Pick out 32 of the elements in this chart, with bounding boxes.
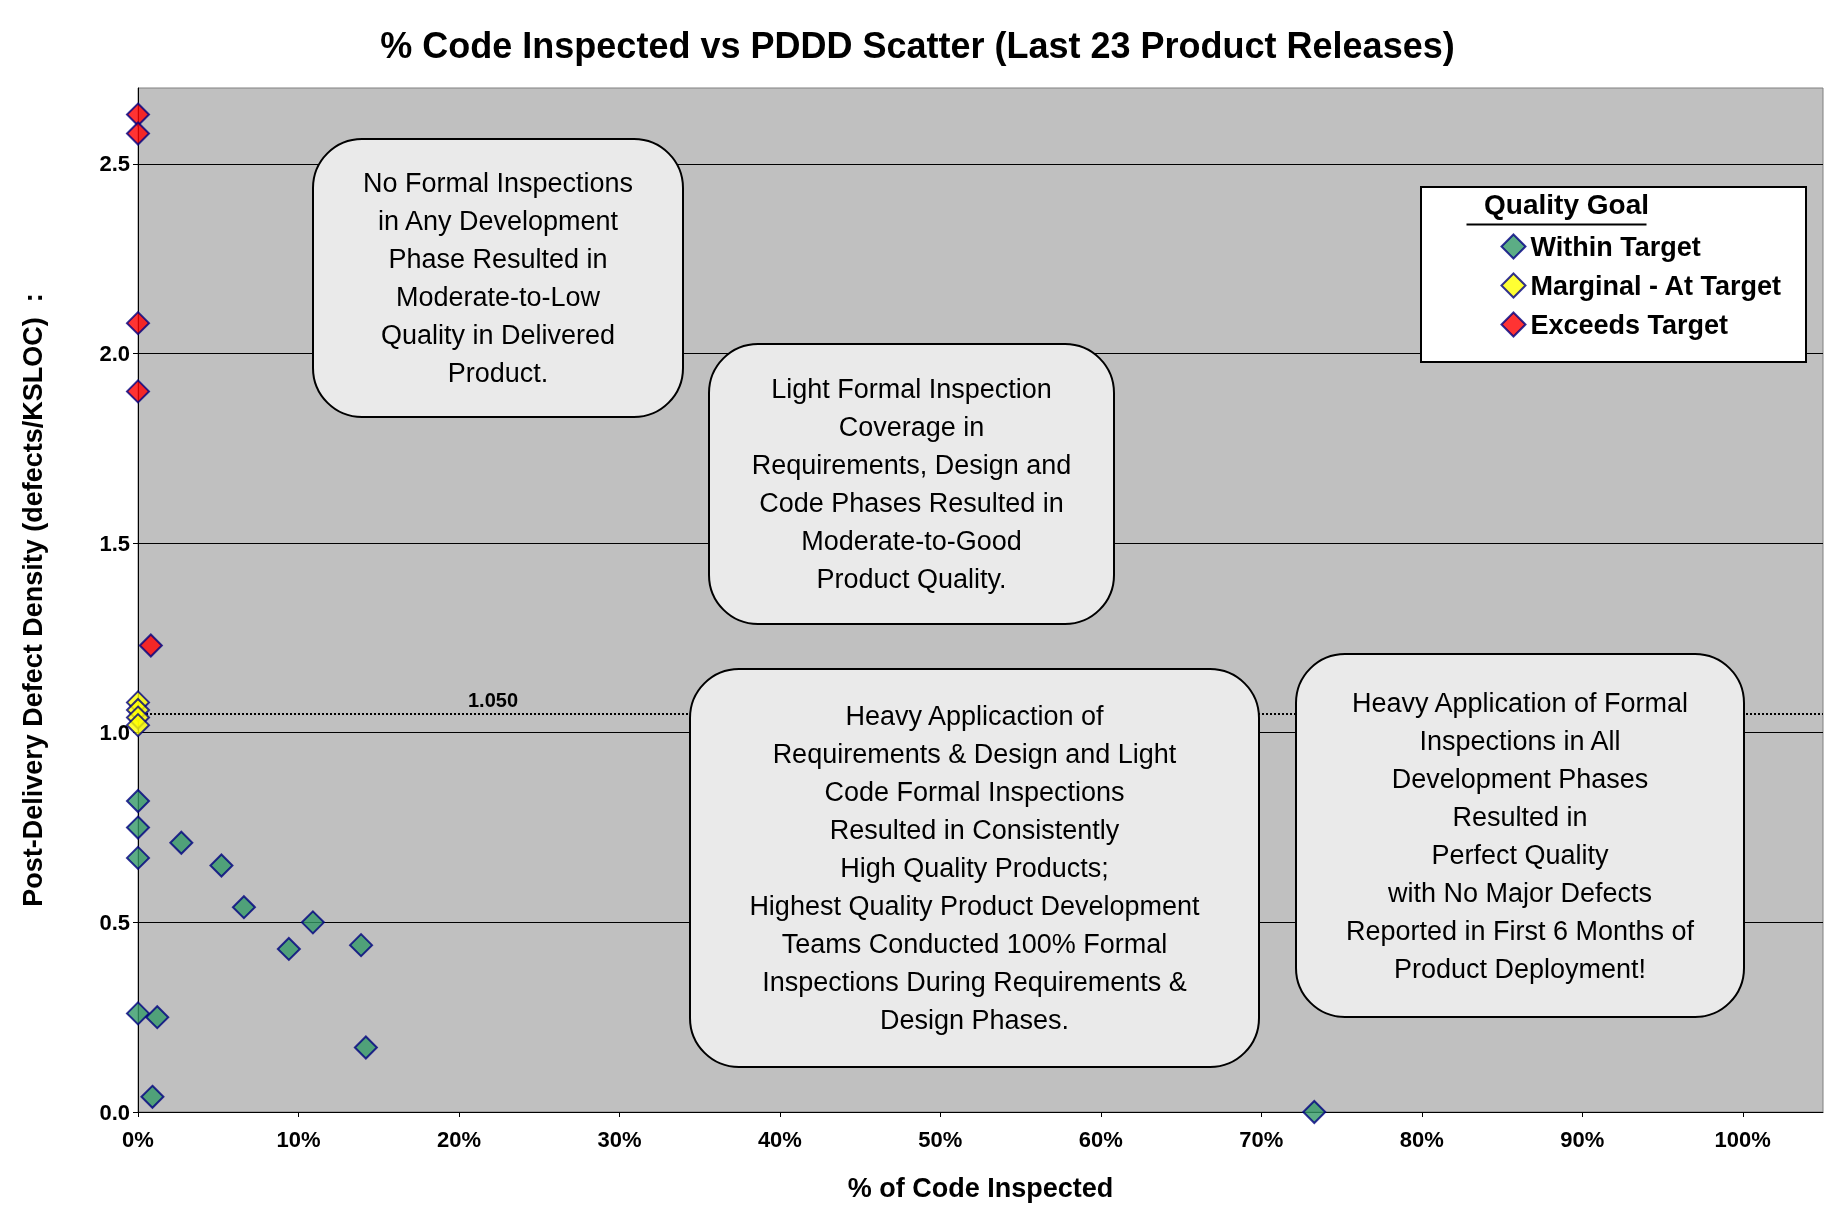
- x-axis-title: % of Code Inspected: [847, 1172, 1114, 1203]
- annotation: Light Formal Inspection Coverage in Requirements, Design and Code Phases Resulted in Moderate-to-Good Product Quality.: [751, 373, 1072, 596]
- x-tick-label: 50%: [918, 1126, 963, 1152]
- legend-label: Marginal - At Target: [1530, 270, 1782, 301]
- x-tick-label: 70%: [1239, 1126, 1284, 1152]
- x-tick-label: 30%: [597, 1126, 642, 1152]
- x-tick-label: 40%: [757, 1126, 802, 1152]
- y-tick-label: 1.5: [99, 530, 130, 556]
- legend-title: Quality Goal: [1484, 188, 1650, 220]
- speech-bubble: No Formal Inspections in Any Development Phase Resulted in Moderate-to-Low Quality in Delivered Product.: [312, 138, 684, 418]
- legend-label: Exceeds Target: [1530, 309, 1729, 340]
- x-tick-label: 100%: [1714, 1126, 1771, 1152]
- y-tick-label: 0.5: [99, 909, 130, 935]
- y-tick-label: 2.5: [99, 151, 130, 177]
- ref-line-label: 1.050: [468, 688, 519, 711]
- x-tick-label: 0%: [122, 1126, 154, 1152]
- legend-label: Within Target: [1530, 231, 1701, 262]
- chart-title: % Code Inspected vs PDDD Scatter (Last 23 Product Releases): [380, 24, 1455, 66]
- y-tick-label: 2.0: [99, 340, 130, 366]
- x-tick-label: 10%: [276, 1126, 321, 1152]
- annotation: No Formal Inspections in Any Development Phase Resulted in Moderate-to-Low Quality in Delivered Product.: [362, 167, 634, 390]
- x-tick-label: 60%: [1078, 1126, 1123, 1152]
- y-axis-title: Post-Delivery Defect Density (defects/KSLOC) :: [17, 293, 48, 907]
- y-tick-label: 1.0: [99, 720, 130, 746]
- x-tick-label: 80%: [1399, 1126, 1444, 1152]
- x-tick-label: 20%: [436, 1126, 481, 1152]
- annotation: Heavy Application of Formal Inspections in All Development Phases Resulted in Perfect Quality with No Major Defects Reported in First 6 Months of Product Deployment!: [1345, 686, 1695, 986]
- speech-bubble: Light Formal Inspection Coverage in Requirements, Design and Code Phases Resulted in Moderate-to-Good Product Quality.: [708, 343, 1115, 625]
- x-tick-label: 90%: [1560, 1126, 1605, 1152]
- speech-bubble: Heavy Applicaction of Requirements & Design and Light Code Formal Inspections Resulted in Consistently High Quality Products; Highest Quality Product Development Teams Conducted 100% Formal Inspections During Requirements & Design Phases.: [689, 668, 1260, 1068]
- y-tick-label: 0.0: [99, 1099, 130, 1125]
- speech-bubble: Heavy Application of Formal Inspections in All Development Phases Resulted in Perfect Quality with No Major Defects Reported in First 6 Months of Product Deployment!: [1295, 653, 1745, 1018]
